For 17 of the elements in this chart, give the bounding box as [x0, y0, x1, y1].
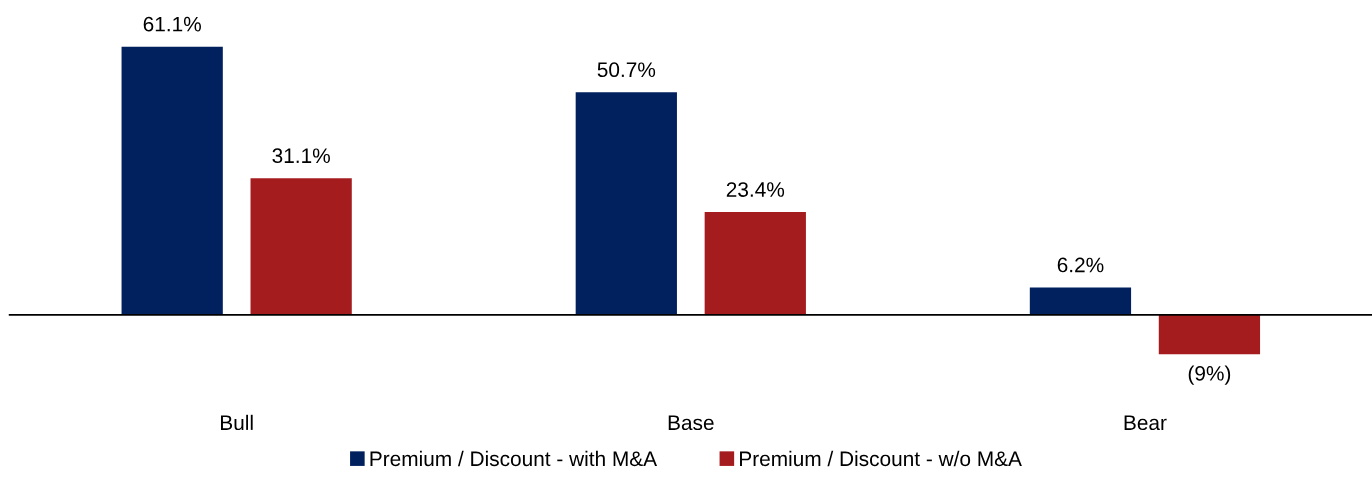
- bar: [250, 178, 352, 315]
- data-label: 61.1%: [143, 16, 201, 32]
- bar: [704, 212, 806, 315]
- legend-label: Premium / Discount - w/o M&A: [740, 450, 1022, 467]
- x-tick-label: Bull: [221, 414, 253, 431]
- x-tick-label: Bear: [1124, 415, 1167, 431]
- data-label: 50.7%: [597, 62, 656, 78]
- data-label: 6.2%: [1057, 257, 1104, 273]
- x-tick-label: Base: [668, 415, 714, 431]
- data-label: 23.4%: [726, 182, 785, 197]
- bar: [1158, 314, 1261, 355]
- bar: [121, 46, 223, 315]
- data-label: (9%): [1188, 365, 1231, 385]
- bar: [1029, 287, 1132, 315]
- legend-label: Premium / Discount - with M&A: [370, 450, 658, 467]
- data-label: 31.1%: [272, 148, 330, 164]
- bar: [575, 92, 677, 315]
